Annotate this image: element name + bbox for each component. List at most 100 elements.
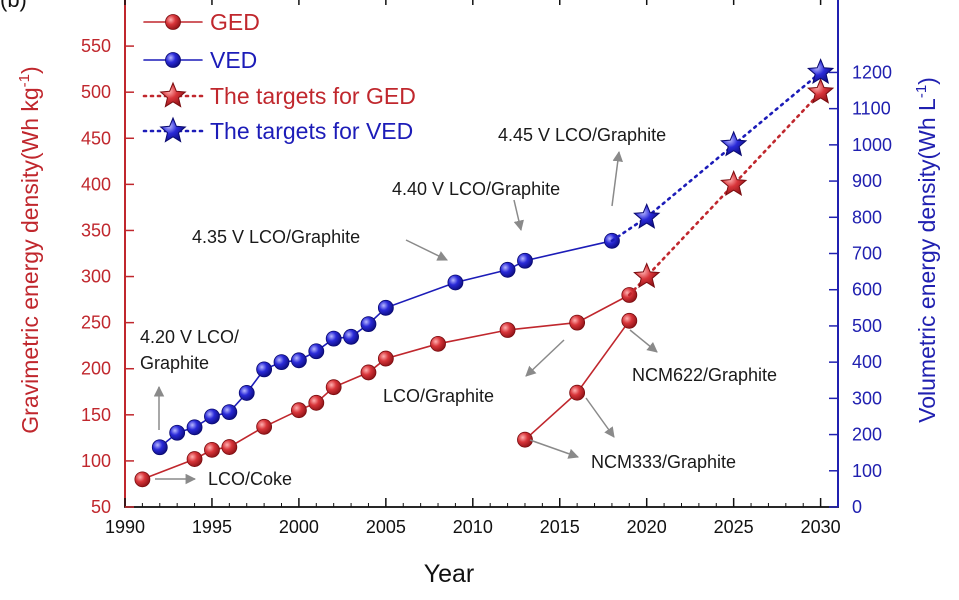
y-right-tick-label: 1200 (852, 62, 892, 82)
data-point (377, 299, 394, 316)
data-point-star (806, 77, 835, 104)
series-line-4 (610, 71, 822, 243)
annotation-6: NCM622/Graphite (629, 329, 777, 385)
x-tick-label: 2015 (540, 517, 580, 537)
x-tick-label: 2005 (366, 517, 406, 537)
legend-circle-marker (165, 14, 181, 30)
y-right-tick-label: 300 (852, 388, 882, 408)
annotation-7: NCM333/Graphite (529, 397, 736, 472)
legend-entry-ged-star: The targets for GED (142, 81, 416, 109)
data-point (221, 439, 238, 455)
x-tick-label: 2020 (627, 517, 667, 537)
data-point-star (720, 130, 748, 157)
annotation-text: LCO/Coke (208, 469, 292, 489)
annotation-1: 4.35 V LCO/Graphite (192, 227, 448, 261)
data-point (360, 364, 377, 381)
annotation-5: LCO/Graphite (383, 339, 565, 406)
annotation-arrow (585, 397, 615, 438)
annotation-4: LCO/Coke (155, 469, 292, 489)
data-point (273, 354, 290, 371)
data-point (325, 330, 342, 347)
y-right-tick-label: 1100 (852, 99, 891, 119)
y-right-tick-label: 400 (852, 352, 882, 372)
annotation-arrow (529, 439, 579, 459)
legend-entry-ged-circle: GED (143, 9, 260, 35)
x-tick-label: 2010 (453, 517, 493, 537)
data-point (256, 361, 273, 378)
data-point (377, 350, 394, 367)
legend-star-marker (159, 116, 187, 143)
annotation-arrow (611, 150, 623, 207)
y-right-tick-label: 900 (852, 171, 882, 191)
data-point (499, 322, 516, 338)
data-point (499, 261, 516, 278)
y-left-tick-label: 150 (81, 405, 111, 425)
legend-label: GED (210, 9, 260, 35)
annotation-text: 4.40 V LCO/Graphite (392, 179, 560, 199)
y-left-tick-label: 350 (81, 220, 111, 240)
y-right-tick-label: 600 (852, 280, 882, 300)
annotation-text: LCO/Graphite (383, 386, 494, 406)
y-left-tick-label: 550 (81, 36, 111, 56)
data-point (569, 384, 586, 401)
data-point (186, 451, 203, 467)
legend-star-marker (159, 81, 187, 108)
y-right-tick-label: 100 (852, 461, 882, 481)
data-point (517, 252, 533, 269)
plot-frame (124, 0, 839, 508)
legend-label: The targets for VED (210, 118, 413, 144)
data-point (204, 441, 220, 458)
data-point (204, 408, 220, 425)
data-point (569, 314, 586, 331)
data-point (291, 352, 307, 369)
annotation-text: 4.45 V LCO/Graphite (498, 125, 666, 145)
x-tick-label: 1995 (192, 517, 232, 537)
y-left-tick-label: 450 (81, 128, 111, 148)
y-left-tick-label: 250 (81, 313, 111, 333)
y-right-tick-label: 0 (852, 497, 862, 517)
data-point (291, 402, 307, 419)
data-point (256, 418, 273, 435)
y-axis-right-label: Volumetric energy density(Wh L-1) (913, 77, 940, 423)
x-axis-label: Year (424, 560, 475, 588)
data-point (169, 424, 186, 441)
annotation-2: 4.40 V LCO/Graphite (392, 179, 560, 232)
y-right-tick-label: 500 (852, 316, 882, 336)
annotation-arrow (629, 329, 658, 353)
legend-label: VED (210, 47, 257, 73)
data-point (430, 335, 446, 352)
data-point (360, 316, 377, 333)
data-point (325, 379, 342, 396)
data-point (238, 385, 255, 401)
annotation-arrow (513, 199, 524, 232)
x-tick-label: 1990 (105, 517, 145, 537)
annotation-arrow (405, 239, 448, 261)
y-left-tick-label: 50 (91, 497, 111, 517)
y-left-tick-label: 500 (81, 82, 111, 102)
legend-entry-ved-circle: VED (143, 47, 257, 73)
y-left-tick-label: 100 (81, 451, 111, 471)
legend-label: The targets for GED (210, 83, 416, 109)
data-point (343, 328, 359, 345)
y-right-tick-label: 800 (852, 207, 882, 227)
data-point (308, 394, 325, 411)
data-point (308, 343, 325, 360)
data-point-star (806, 58, 835, 85)
annotation-text: 4.35 V LCO/Graphite (192, 227, 360, 247)
data-point-star (633, 202, 661, 229)
legend-circle-marker (165, 52, 181, 68)
data-point (621, 312, 638, 329)
annotation-text: NCM622/Graphite (632, 365, 777, 385)
data-point (134, 471, 151, 488)
data-point (447, 274, 464, 291)
annotation-3: 4.45 V LCO/Graphite (498, 125, 666, 207)
x-tick-label: 2000 (279, 517, 319, 537)
y-right-tick-label: 700 (852, 244, 882, 264)
data-point-star (633, 262, 661, 289)
y-right-tick-label: 200 (852, 425, 882, 445)
annotation-arrow (525, 339, 565, 377)
panel-label: (b) (0, 0, 27, 12)
data-point-star (720, 170, 748, 196)
series-line-1 (524, 319, 631, 441)
